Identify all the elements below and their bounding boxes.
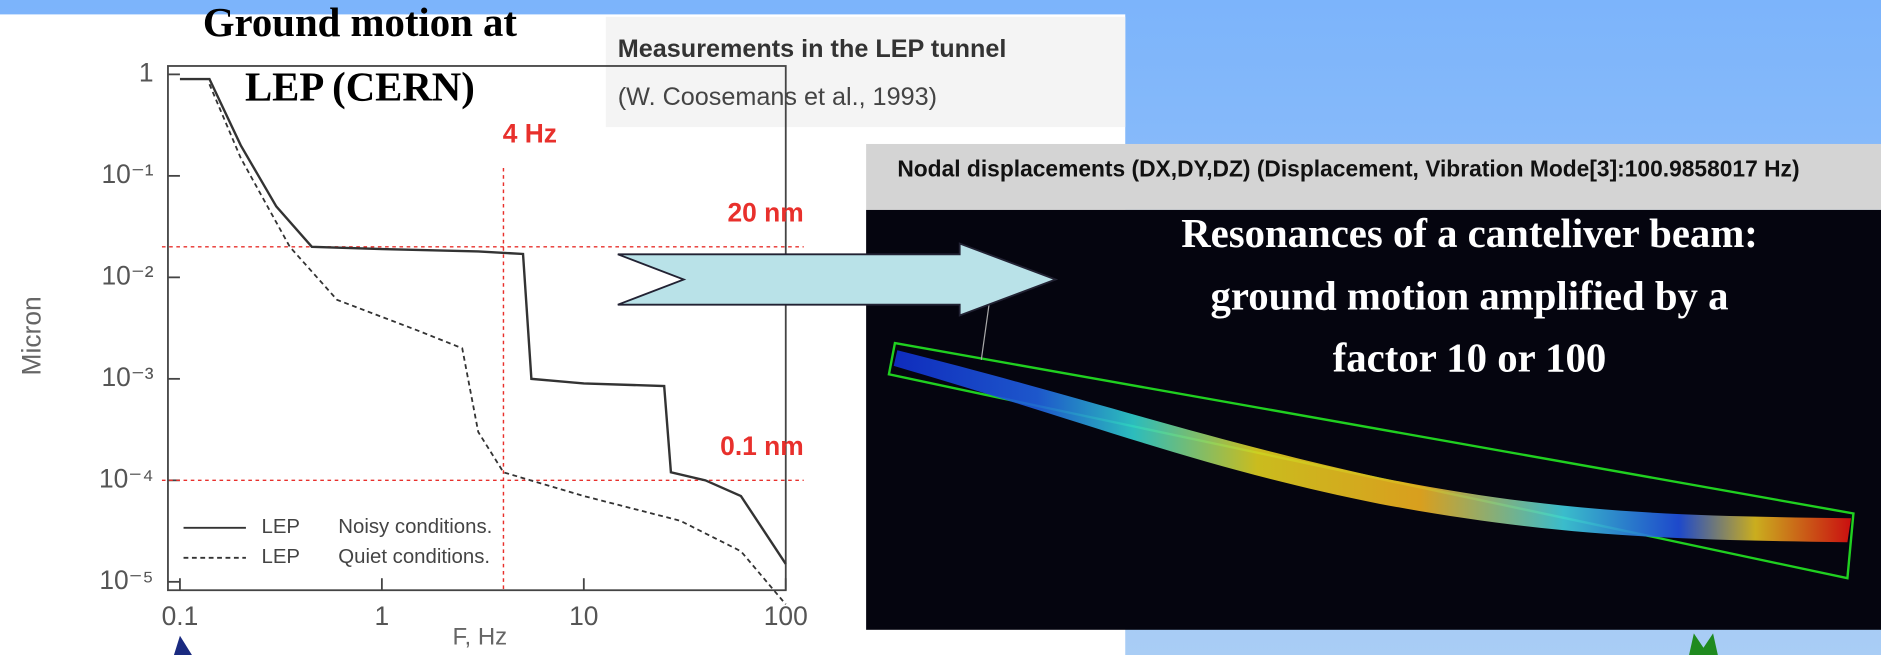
source-line: (W. Coosemans et al., 1993) <box>618 83 937 111</box>
page: {"chart_data": {"type": "line", "title":… <box>0 0 1881 655</box>
title: Ground motion at <box>203 0 518 45</box>
y-tick-label: 10⁻² <box>102 260 154 290</box>
x-axis-label: F, Hz <box>453 624 508 651</box>
sim-caption: Resonances of a canteliver beam: <box>1181 211 1758 256</box>
sim-header: Nodal displacements (DX,DY,DZ) (Displace… <box>897 155 1799 181</box>
x-tick-label: 1 <box>375 601 390 631</box>
sim-caption: ground motion amplified by a <box>1211 273 1729 318</box>
y-tick-label: 1 <box>139 57 154 87</box>
legend-label: Noisy conditions. <box>338 516 492 538</box>
x-tick-label: 10 <box>569 601 598 631</box>
reference-label: 0.1 nm <box>720 431 804 461</box>
arrow <box>618 244 1056 316</box>
slide: Measurements in the LEP tunnel (W. Coose… <box>0 0 1881 655</box>
x-tick-label: 0.1 <box>162 601 199 631</box>
reference-label: 20 nm <box>728 197 804 227</box>
legend-label: LEP <box>262 516 301 538</box>
y-tick-label: 10⁻⁵ <box>99 565 153 595</box>
title: LEP (CERN) <box>245 65 475 110</box>
y-tick-label: 10⁻⁴ <box>99 463 154 493</box>
y-tick-label: 10⁻³ <box>102 362 154 392</box>
y-axis-label: Micron <box>17 296 47 375</box>
reference-label: 4 Hz <box>503 119 557 149</box>
legend-label: Quiet conditions. <box>338 546 490 568</box>
y-tick-label: 10⁻¹ <box>102 159 154 189</box>
sim-caption: factor 10 or 100 <box>1333 336 1607 381</box>
source-line: Measurements in the LEP tunnel <box>618 35 1007 63</box>
legend-label: LEP <box>262 546 301 568</box>
x-tick-label: 100 <box>764 601 808 631</box>
